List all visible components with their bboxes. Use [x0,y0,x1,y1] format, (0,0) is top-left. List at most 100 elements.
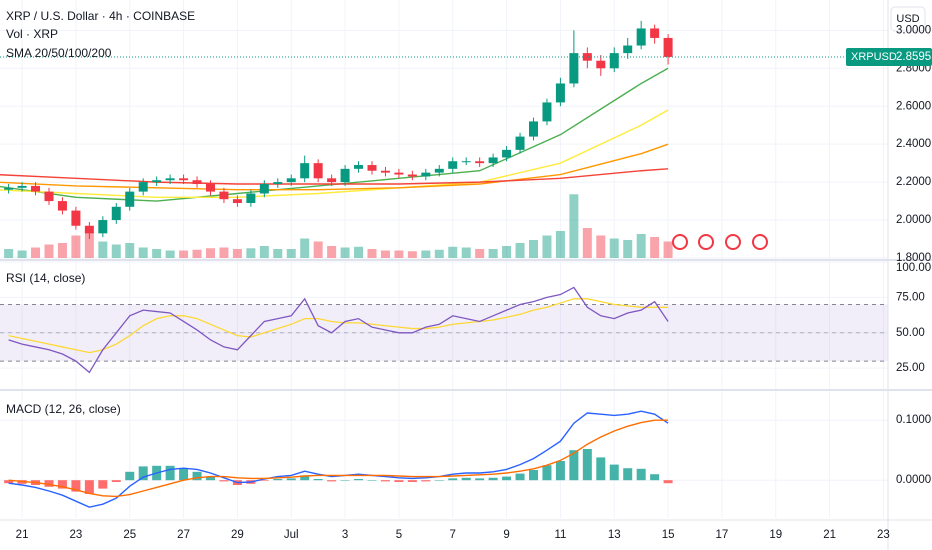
candle-body [623,45,633,54]
volume-bar [354,246,364,258]
volume-bar [300,238,310,258]
candle-body [394,172,404,175]
event-flag[interactable] [672,234,688,250]
candle-body [44,191,54,202]
volume-bar [434,249,444,258]
volume-bar [663,241,673,258]
volume-bar [407,251,417,258]
macd-title: MACD (12, 26, close) [6,402,121,416]
candle-body [502,149,512,158]
volume-bar [179,250,189,258]
candle-body [300,163,310,179]
volume-bar [394,250,404,258]
candle-body [407,174,417,177]
x-tick-label: 21 [16,529,29,541]
x-tick-label: 23 [877,529,890,541]
volume-bar [57,243,67,258]
volume-bar [609,238,619,258]
y-tick-label: 2.6000 [896,100,931,112]
y-tick-label: 2.2000 [896,176,931,188]
y-tick-label: 0.1000 [896,414,931,426]
volume-bar [71,235,81,258]
histogram-bar [98,480,108,489]
histogram-bar [286,478,296,481]
event-flag[interactable] [698,234,714,250]
x-tick-label: 29 [231,529,244,541]
volume-bar [17,250,27,258]
volume-bar [461,247,471,258]
candle-body [286,178,296,183]
histogram-bar [650,474,660,481]
candle-body [71,210,81,226]
volume-bar [340,247,350,258]
histogram-bar [609,464,619,481]
x-tick-label: 25 [123,529,136,541]
candle-body [448,161,458,169]
x-tick-label: 17 [716,529,729,541]
candle-body [232,199,242,203]
y-tick-label: 100.00 [896,262,931,274]
candle-body [179,178,189,181]
event-flag[interactable] [725,234,741,250]
candle-body [582,53,592,61]
histogram-bar [125,471,135,481]
y-tick-label: 1.8000 [896,252,931,264]
volume-bar [542,235,552,258]
histogram-bar [340,480,350,481]
candle-body [340,168,350,183]
candle-body [542,102,552,122]
volume-bar [515,243,525,258]
candle-body [434,168,444,173]
volume-bar [555,231,565,258]
histogram-bar [461,477,471,481]
x-tick-label: 7 [450,529,456,541]
x-tick-label: 11 [554,529,566,541]
x-tick-label: 19 [769,529,782,541]
x-tick-label: Jul [284,529,299,541]
y-tick-label: 0.0000 [896,474,931,486]
volume-bar [98,241,108,258]
candle-body [192,180,202,185]
volume-bar [569,194,579,258]
candle-body [367,165,377,171]
x-tick-label: 15 [662,529,675,541]
candle-body [205,184,215,192]
event-flag[interactable] [752,234,768,250]
histogram-bar [71,480,81,492]
candle-body [84,225,94,234]
currency-button[interactable] [890,6,926,32]
volume-bar [192,249,202,258]
volume-bar [31,247,41,258]
volume-bar [367,249,377,258]
volume-bar [596,235,606,258]
histogram-bar [421,480,431,482]
candle-body [313,163,323,179]
volume-bar [205,248,215,258]
sma-line [0,168,669,185]
y-tick-label: 3.0000 [896,24,931,36]
candle-body [528,121,538,137]
histogram-bar [596,457,606,481]
y-tick-label: 2.0000 [896,214,931,226]
volume-bar [111,244,121,258]
histogram-bar [394,480,404,482]
symbol-label: XRPUSD [851,51,897,63]
volume-bar [582,228,592,258]
candle-body [165,178,175,181]
volume-bar [636,234,646,258]
volume-bar [44,244,54,258]
candle-body [650,28,660,38]
histogram-bar [367,480,377,481]
volume-bar [246,248,256,258]
x-tick-label: 21 [823,529,836,541]
candle-body [4,187,14,190]
candle-body [31,185,41,192]
histogram-bar [259,480,269,481]
candle-body [488,157,498,164]
histogram-bar [434,480,444,481]
candle-body [17,185,27,188]
candle-body [609,53,619,69]
candle-body [138,182,148,192]
